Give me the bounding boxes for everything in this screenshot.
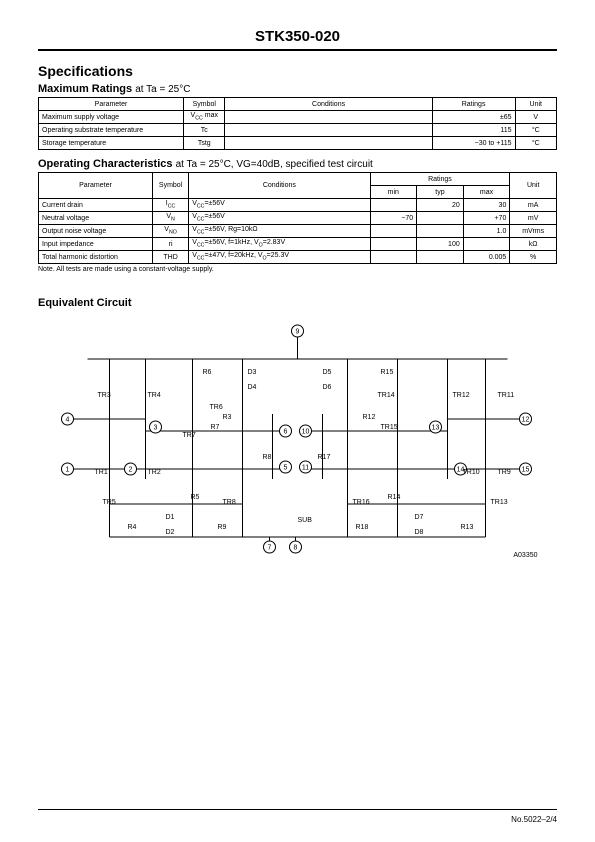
table-row: Output noise voltageVNOVCC=±56V, Rg=10kΩ…: [39, 225, 557, 238]
part-number: STK350-020: [38, 28, 557, 49]
col-header: Ratings: [432, 98, 515, 111]
component-label: TR16: [353, 499, 370, 506]
pin-label: 13: [432, 425, 440, 432]
pin-label: 6: [284, 429, 288, 436]
component-label: D3: [248, 369, 257, 376]
component-label: TR9: [498, 469, 511, 476]
component-label: R17: [318, 454, 331, 461]
pin-label: 4: [66, 417, 70, 424]
drawing-number: A03350: [513, 552, 537, 559]
pin-label: 11: [302, 465, 309, 472]
op-chars-note: Note. All tests are made using a constan…: [38, 266, 557, 273]
component-label: R6: [203, 369, 212, 376]
op-chars-heading: Operating Characteristics at Ta = 25°C, …: [38, 158, 557, 170]
table-row: Total harmonic distortionTHDVCC=±47V, f=…: [39, 251, 557, 264]
table-row: Operating substrate temperatureTc115°C: [39, 124, 557, 137]
component-label: R12: [363, 414, 376, 421]
col-header: Symbol: [184, 98, 225, 111]
component-label: R18: [356, 524, 369, 531]
op-chars-cond: at Ta = 25°C, VG=40dB, specified test ci…: [176, 159, 373, 170]
component-label: TR13: [491, 499, 508, 506]
pin-label: 10: [302, 429, 310, 436]
component-label: TR1: [95, 469, 108, 476]
op-chars-label: Operating Characteristics: [38, 158, 173, 170]
component-label: TR6: [210, 404, 223, 411]
component-label: R15: [381, 369, 394, 376]
component-label: R13: [461, 524, 474, 531]
pin-label: 9: [296, 329, 300, 336]
component-label: R7: [211, 424, 220, 431]
component-label: TR2: [148, 469, 161, 476]
pin-label: 5: [284, 465, 288, 472]
pin-label: 15: [522, 467, 530, 474]
equiv-circuit-heading: Equivalent Circuit: [38, 297, 557, 309]
component-label: R5: [191, 494, 200, 501]
component-label: D4: [248, 384, 257, 391]
page-number: No.5022–2/4: [511, 815, 557, 824]
component-label: TR14: [378, 392, 395, 399]
footer-rule: [38, 809, 557, 810]
component-label: D1: [166, 514, 175, 521]
component-label: R14: [388, 494, 401, 501]
specifications-heading: Specifications: [38, 63, 557, 79]
component-label: TR8: [223, 499, 236, 506]
pin-label: 3: [154, 425, 158, 432]
component-label: R4: [128, 524, 137, 531]
pin-label: 1: [66, 467, 70, 474]
max-ratings-cond: at Ta = 25°C: [135, 84, 190, 95]
component-label: R3: [223, 414, 232, 421]
table-row: Maximum supply voltageVCC max±65V: [39, 111, 557, 124]
title-rule: [38, 49, 557, 51]
component-label: R8: [263, 454, 272, 461]
max-ratings-label: Maximum Ratings: [38, 83, 132, 95]
pin-label: 7: [268, 545, 272, 552]
component-label: R9: [218, 524, 227, 531]
component-label: TR3: [98, 392, 111, 399]
component-label: D6: [323, 384, 332, 391]
component-label: TR5: [103, 499, 116, 506]
col-header: Parameter: [39, 98, 184, 111]
col-header: Conditions: [225, 98, 432, 111]
col-header: Unit: [515, 98, 556, 111]
equiv-circuit-diagram: 943126105781113141215 R6D3D5R15TR3TR4D4D…: [38, 319, 557, 564]
component-label: TR11: [498, 392, 515, 399]
component-label: D8: [415, 529, 424, 536]
component-label: D7: [415, 514, 424, 521]
component-label: TR7: [183, 432, 196, 439]
pin-label: 12: [522, 417, 530, 424]
table-row: Storage temperatureTstg−30 to +115°C: [39, 137, 557, 150]
component-label: SUB: [298, 517, 313, 524]
table-row: Neutral voltageVNVCC=±56V−70+70mV: [39, 212, 557, 225]
pin-label: 8: [294, 545, 298, 552]
component-label: TR4: [148, 392, 161, 399]
component-label: TR15: [381, 424, 398, 431]
table-row: Current drainICCVCC=±56V2030mA: [39, 199, 557, 212]
max-ratings-table: ParameterSymbolConditionsRatingsUnitMaxi…: [38, 97, 557, 150]
component-label: D2: [166, 529, 175, 536]
pin-label: 2: [129, 467, 133, 474]
component-label: D5: [323, 369, 332, 376]
max-ratings-heading: Maximum Ratings at Ta = 25°C: [38, 83, 557, 95]
component-label: TR12: [453, 392, 470, 399]
table-row: Input impedanceriVCC=±56V, f=1kHz, VO=2.…: [39, 238, 557, 251]
component-label: TR10: [463, 469, 480, 476]
op-chars-table: ParameterSymbolConditionsRatingsUnitmint…: [38, 172, 557, 264]
